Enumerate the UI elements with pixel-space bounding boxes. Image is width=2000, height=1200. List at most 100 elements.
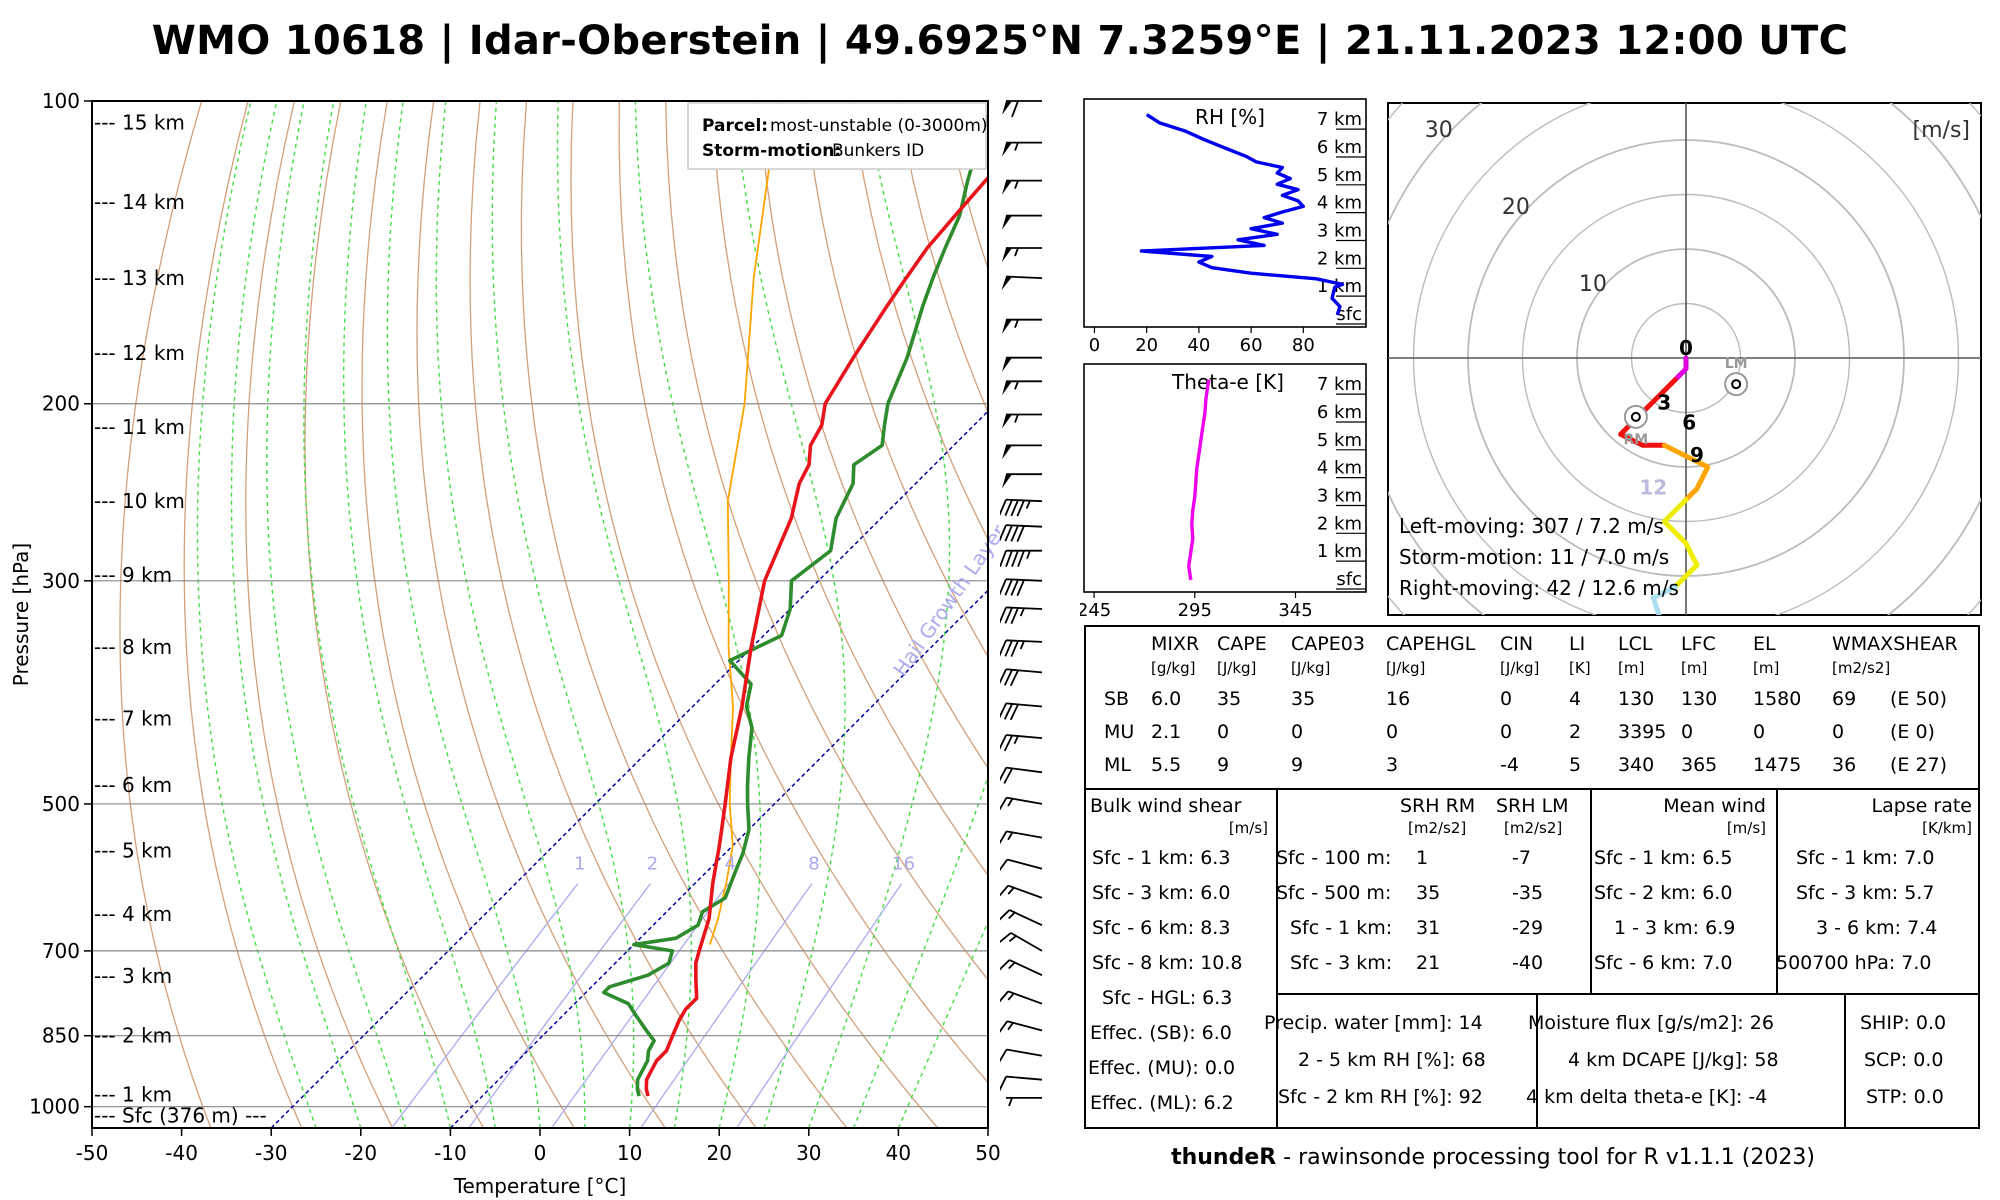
height-label: --- Sfc (376 m) --- xyxy=(94,1103,267,1127)
indices-cell: 35 xyxy=(1291,688,1316,710)
wind-barb-full xyxy=(1005,550,1013,568)
indices-cell: 5 xyxy=(1569,754,1582,776)
srh-lm-header: SRH LM xyxy=(1496,795,1569,817)
theta-e-height-label: 2 km xyxy=(1317,513,1362,534)
wind-barb xyxy=(1000,702,1043,721)
rh-height-label: 2 km xyxy=(1317,248,1362,269)
wind-barb-full xyxy=(1010,607,1019,625)
wind-barb-full xyxy=(1010,525,1019,542)
height-label: --- 4 km xyxy=(94,902,172,926)
y-tick-label: 300 xyxy=(42,569,80,593)
moisture-row: 2 - 5 km RH [%]: 68 xyxy=(1298,1049,1486,1071)
x-tick-label: -50 xyxy=(76,1141,109,1165)
moist-adiabat-line xyxy=(303,101,452,1128)
mean-wind-row: Sfc - 2 km: 6.0 xyxy=(1594,882,1733,904)
wind-barb-full xyxy=(1009,669,1019,687)
theta-e-height-label: 3 km xyxy=(1317,485,1362,506)
wind-barb-full xyxy=(1000,858,1008,874)
indices-cell: 0 xyxy=(1291,721,1304,743)
height-label: --- 3 km xyxy=(94,964,172,988)
bulk-shear-title: Bulk wind shear xyxy=(1090,795,1242,817)
hodograph-height-mark: 6 xyxy=(1682,410,1696,434)
lapse-rate-title: Lapse rate xyxy=(1871,795,1972,817)
mean-wind-row: 1 - 3 km: 6.9 xyxy=(1614,917,1736,939)
wind-barb-half xyxy=(1014,319,1019,329)
height-label: --- 12 km xyxy=(94,341,185,365)
wind-barb-flag xyxy=(1002,319,1012,334)
wind-barb-staff xyxy=(1008,909,1043,927)
wind-barb-full xyxy=(1011,550,1019,568)
y-tick-label: 850 xyxy=(42,1024,80,1048)
theta-e-panel: Theta-e [K] 7 km 6 km 5 km 4 km 3 km 2 km 1 km s… xyxy=(1080,363,1367,621)
indices-cell: 36 xyxy=(1832,754,1857,776)
srh-lm-value: -29 xyxy=(1512,917,1544,939)
wind-barb-flag xyxy=(1002,248,1012,262)
storm-marker-label: RM xyxy=(1624,432,1649,448)
wind-barb-full xyxy=(1016,579,1025,597)
wind-barb-flag xyxy=(1006,263,1007,277)
wind-barb xyxy=(1001,263,1043,291)
hgl-isotherm-line xyxy=(449,589,988,1128)
wind-barb-body xyxy=(1000,830,1043,847)
wind-barb xyxy=(1000,1020,1043,1036)
lapse-rate-row: 3 - 6 km: 7.4 xyxy=(1816,917,1938,939)
storm-marker-ring xyxy=(1724,372,1749,397)
indices-unit: [K] xyxy=(1569,659,1591,677)
wind-barb-body xyxy=(1002,473,1042,489)
lapse-divider xyxy=(1776,788,1778,993)
wind-barb xyxy=(1002,356,1042,372)
indices-cell: -4 xyxy=(1500,754,1519,776)
x-tick-label: 30 xyxy=(796,1141,821,1165)
wind-barb-staff xyxy=(1008,959,1043,977)
theta-e-height-label: sfc xyxy=(1336,569,1362,590)
hodograph-height-mark: 9 xyxy=(1690,443,1704,467)
scp-value: SCP: 0.0 xyxy=(1864,1049,1944,1071)
wind-barb-body xyxy=(1002,318,1042,334)
wind-barb-body xyxy=(1002,214,1042,230)
rh-height-label: 7 km xyxy=(1317,109,1362,130)
srh-row-label: Sfc - 3 km: xyxy=(1290,952,1393,974)
moisture-row: Precip. water [mm]: 14 xyxy=(1264,1012,1483,1034)
wind-barb xyxy=(1000,1048,1043,1065)
wind-barb-body xyxy=(1002,247,1042,262)
indices-cell: 9 xyxy=(1217,754,1230,776)
wind-barb-body xyxy=(1000,932,1043,952)
mixing-ratio-line xyxy=(736,883,903,1128)
mixing-ratio-line xyxy=(640,883,813,1128)
y-tick-label: 500 xyxy=(42,792,80,816)
rh-height-label: sfc xyxy=(1336,304,1362,325)
wind-barb-body xyxy=(1000,578,1043,597)
wind-barb-body xyxy=(1000,498,1043,517)
mixing-ratio-label: 2 xyxy=(647,854,658,875)
mixing-ratio-line xyxy=(468,883,651,1128)
skew-t-frame xyxy=(91,100,989,1129)
wind-barb-full xyxy=(1010,579,1019,596)
wind-barb-flag xyxy=(1002,357,1012,372)
wind-barb xyxy=(1000,796,1043,813)
chart-title: WMO 10618 | Idar-Oberstein | 49.6925°N 7… xyxy=(151,18,1849,64)
indices-cell: 35 xyxy=(1217,688,1242,710)
wind-barb-full xyxy=(1017,550,1025,568)
dry-adiabat-line xyxy=(416,101,666,1128)
storm-marker-label: LM xyxy=(1725,356,1748,372)
storm-motion-text: Right-moving: 42 / 12.6 m/s xyxy=(1399,576,1679,600)
wind-barb xyxy=(1000,734,1043,752)
hgl-isotherm-line xyxy=(270,410,988,1128)
wind-barb-full xyxy=(1003,767,1014,784)
hodograph-ring-label: 30 xyxy=(1425,118,1453,143)
wind-barb xyxy=(1000,830,1043,847)
footer-bold: thundeR xyxy=(1171,1145,1277,1170)
wind-barb xyxy=(1000,498,1043,517)
dry-adiabat-line xyxy=(804,101,988,658)
hodograph-ring-label: 10 xyxy=(1579,272,1607,297)
wind-barb-half xyxy=(1008,961,1016,970)
rh-height-label: 5 km xyxy=(1317,165,1362,186)
wind-barb-staff xyxy=(1006,734,1043,739)
lapse-rate-row: 500700 hPa: 7.0 xyxy=(1776,952,1932,974)
rh-x-tick-label: 20 xyxy=(1135,335,1158,355)
wind-barb-staff xyxy=(1006,1020,1043,1032)
wind-barb-full xyxy=(1000,499,1007,516)
wind-barb-half xyxy=(1008,911,1016,920)
srh-rm-unit: [m2/s2] xyxy=(1408,819,1467,837)
